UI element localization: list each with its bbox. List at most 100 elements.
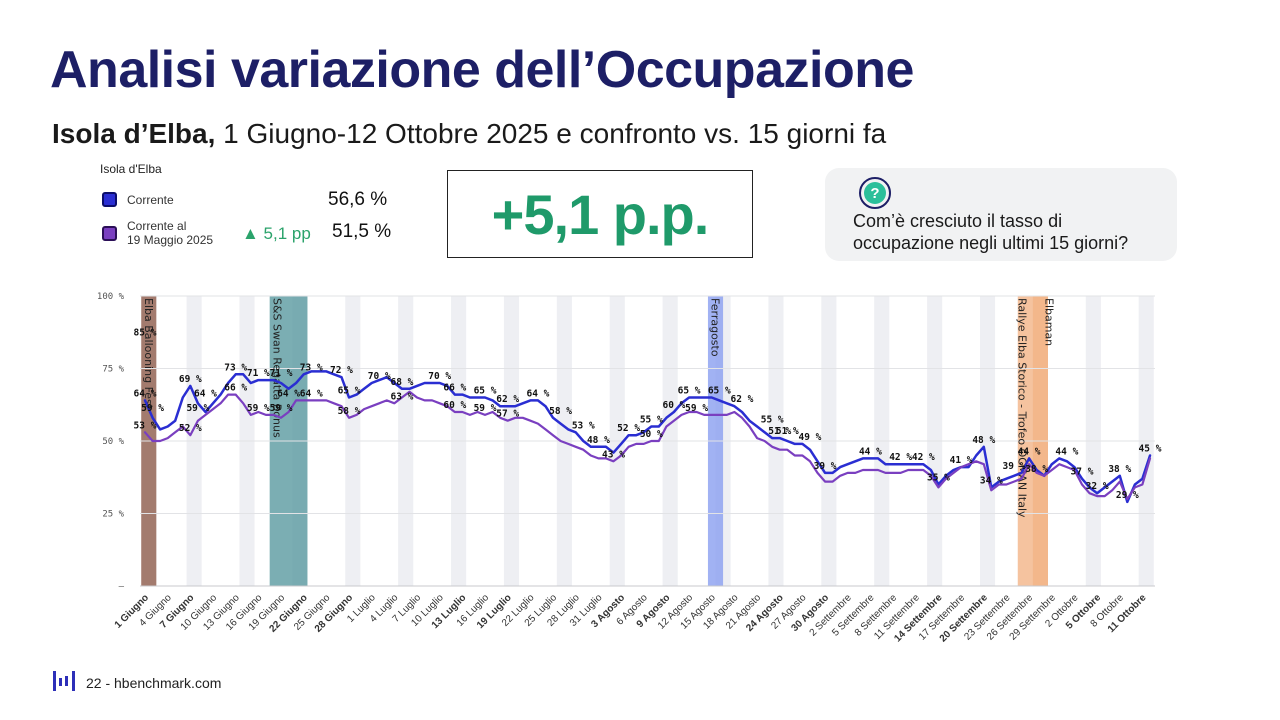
data-label: 70 %: [368, 371, 391, 382]
subtitle-location: Isola d’Elba,: [52, 118, 216, 149]
data-label: 44 %: [1018, 446, 1041, 457]
data-label: 37 %: [1071, 467, 1094, 478]
data-label: 43 %: [602, 449, 625, 460]
data-label: 45 %: [1139, 444, 1162, 455]
legend-previous-label: Corrente al 19 Maggio 2025: [127, 219, 213, 247]
series-line-previous: [143, 390, 1152, 501]
data-label: 59 %: [186, 403, 209, 414]
legend-item-previous[interactable]: Corrente al 19 Maggio 2025: [102, 219, 213, 247]
data-label: 59 %: [474, 403, 497, 414]
data-label: 66 %: [224, 383, 247, 394]
data-label: 55 %: [761, 415, 784, 426]
data-label: 53 %: [572, 420, 595, 431]
data-label: 51 %: [768, 426, 791, 437]
data-label: 55 %: [640, 415, 663, 426]
data-label: 64 %: [134, 388, 157, 399]
data-label: 64 %: [526, 388, 549, 399]
data-label: 34 %: [980, 475, 1003, 486]
data-label: 65 %: [678, 386, 701, 397]
data-label: 59 %: [247, 403, 270, 414]
data-label: 64 %: [194, 388, 217, 399]
data-label: 71 %: [247, 368, 270, 379]
data-label: 60 %: [663, 400, 686, 411]
data-label: 42 %: [889, 452, 912, 463]
data-label: 32 %: [1086, 481, 1109, 492]
kpi-box: +5,1 p.p.: [447, 170, 753, 258]
y-tick-label: 25 %: [102, 510, 124, 520]
legend-previous-label-line1: Corrente al: [127, 219, 187, 233]
legend-current-label: Corrente: [127, 192, 174, 207]
data-label: 44 %: [1055, 446, 1078, 457]
data-label: 35 %: [927, 473, 950, 484]
page-subtitle: Isola d’Elba, 1 Giugno-12 Ottobre 2025 e…: [52, 118, 886, 150]
legend-item-current[interactable]: Corrente: [102, 192, 174, 207]
event-label: Elba Ballooning Fest: [142, 298, 155, 410]
data-label: 73 %: [224, 362, 247, 373]
data-label: 65 %: [338, 386, 361, 397]
data-label: 53 %: [134, 420, 157, 431]
kpi-value: +5,1 p.p.: [491, 182, 710, 246]
data-label: 62 %: [731, 394, 754, 405]
data-label: 58 %: [549, 406, 572, 417]
data-label: 64 %: [300, 388, 323, 399]
data-label: 66 %: [443, 383, 466, 394]
y-tick-label: 50 %: [102, 437, 124, 447]
question-line-2: occupazione negli ultimi 15 giorni?: [853, 233, 1129, 253]
current-swatch: [102, 192, 117, 207]
previous-swatch: [102, 225, 117, 241]
data-label: 52 %: [617, 423, 640, 434]
data-label: 71 %: [270, 368, 293, 379]
data-label: 51 %: [776, 426, 799, 437]
data-label: 64 %: [277, 388, 300, 399]
data-label: 38 %: [1025, 464, 1048, 475]
question-icon: ?: [859, 177, 891, 209]
occupancy-line-chart: 100 % 75 % 50 % 25 % – Elba Ballooning Fest S&…: [97, 292, 1162, 645]
data-label: 59 %: [685, 403, 708, 414]
y-tick-label: –: [119, 582, 125, 592]
question-text: Com’è cresciuto il tasso di occupazione …: [853, 210, 1128, 254]
data-label: 49 %: [799, 432, 822, 443]
data-label: 41 %: [950, 455, 973, 466]
data-label: 72 %: [330, 365, 353, 376]
data-label: 73 %: [300, 362, 323, 373]
data-label: 48 %: [587, 435, 610, 446]
page-title: Analisi variazione dell’Occupazione: [50, 41, 914, 99]
footer-page-info: 22 - hbenchmark.com: [86, 675, 222, 691]
legend: Isola d'Elba Corrente 56,6 % Corrente al…: [100, 162, 410, 257]
y-tick-label: 100 %: [97, 292, 125, 302]
event-label: S&S Swan Regatta Bonus: [270, 298, 283, 438]
data-label: 38 %: [1108, 464, 1131, 475]
data-label: 63 %: [390, 391, 413, 402]
data-label: 29 %: [1116, 490, 1139, 501]
data-label: 59 %: [270, 403, 293, 414]
data-label: 68 %: [390, 377, 413, 388]
legend-previous-label-line2: 19 Maggio 2025: [127, 233, 214, 247]
hbenchmark-logo-icon: [53, 671, 75, 691]
data-label: 52 %: [179, 423, 202, 434]
data-label: 85 %: [134, 328, 157, 339]
subtitle-period: 1 Giugno-12 Ottobre 2025 e confronto vs.…: [215, 118, 887, 149]
data-label: 48 %: [972, 435, 995, 446]
data-label: 44 %: [859, 446, 882, 457]
data-label: 39 %: [814, 461, 837, 472]
legend-title: Isola d'Elba: [100, 162, 162, 176]
data-label: 50 %: [640, 429, 663, 440]
event-label: Rallye Elba Storico - Trofeo OCMAN Italy: [1016, 298, 1029, 518]
question-card: ? Com’è cresciuto il tasso di occupazion…: [825, 168, 1177, 261]
event-label: Elbaman: [1043, 298, 1056, 346]
series-line-corrente: [143, 370, 1152, 504]
data-label: 42 %: [912, 452, 935, 463]
legend-previous-value: 51,5 %: [332, 221, 392, 242]
data-label: 59 %: [141, 403, 164, 414]
data-label: 65 %: [708, 386, 731, 397]
legend-current-value: 56,6 %: [328, 189, 388, 210]
data-label: 60 %: [443, 400, 466, 411]
data-label: 69 %: [179, 374, 202, 385]
question-line-1: Com’è cresciuto il tasso di: [853, 211, 1063, 231]
data-label: 57 %: [496, 409, 519, 420]
data-label: 58 %: [338, 406, 361, 417]
data-label: 39 %: [1003, 461, 1026, 472]
legend-previous-delta: ▲ 5,1 pp: [242, 224, 311, 243]
data-label: 65 %: [474, 386, 497, 397]
data-label: 62 %: [496, 394, 519, 405]
